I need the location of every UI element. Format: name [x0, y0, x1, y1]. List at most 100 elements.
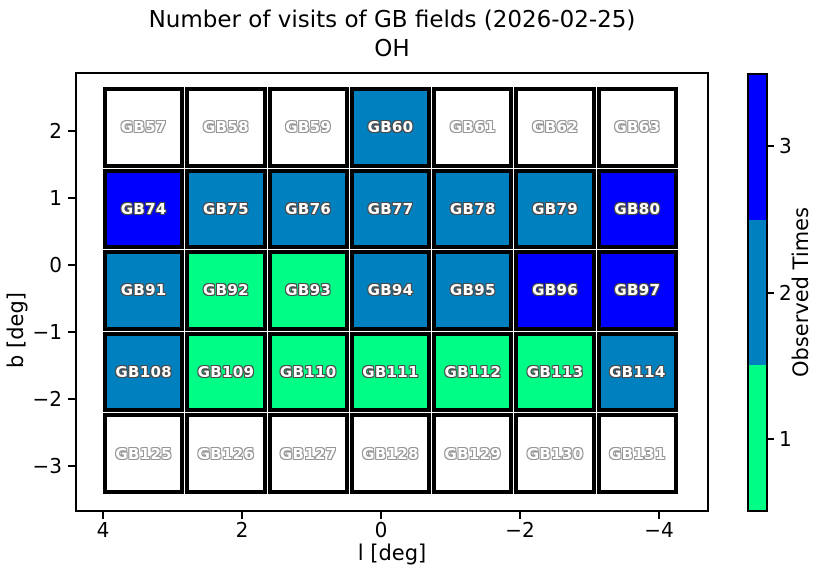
x-axis-tick-label: −4: [644, 518, 674, 542]
grid-cell-GB131: GB131: [596, 413, 678, 494]
grid-cell-GB76: GB76: [267, 168, 349, 250]
grid-cell-GB91: GB91: [103, 250, 185, 331]
grid-cell-label: GB126: [197, 444, 255, 463]
x-axis-tick-label: −2: [505, 518, 535, 542]
colorbar-segment-1: [749, 365, 766, 510]
grid-cell-GB78: GB78: [432, 168, 514, 250]
colorbar-tick-label: 1: [779, 426, 792, 451]
x-axis-tick-label: 0: [374, 518, 388, 542]
grid-cell-label: GB58: [203, 118, 249, 137]
grid-cell-label: GB114: [609, 363, 666, 382]
x-axis-tick-label: 2: [235, 518, 249, 542]
grid-cell-label: GB96: [532, 281, 578, 300]
grid-cell-label: GB113: [526, 363, 584, 382]
colorbar-tick-label: 3: [779, 134, 792, 159]
grid-cell-GB97: GB97: [596, 250, 678, 331]
grid-cell-GB108: GB108: [103, 331, 185, 413]
grid-cell-GB129: GB129: [432, 413, 514, 494]
grid-cell-label: GB127: [279, 444, 337, 463]
grid-cell-label: GB79: [532, 199, 578, 218]
x-axis-tick: [519, 512, 521, 519]
grid-cell-label: GB109: [197, 363, 255, 382]
grid-cell-label: GB130: [526, 444, 584, 463]
y-axis-tick-label: 1: [49, 186, 62, 210]
y-axis-tick: [68, 465, 75, 467]
colorbar-tick: [768, 145, 774, 148]
grid-cell-label: GB76: [285, 199, 332, 218]
x-axis-tick: [241, 512, 243, 519]
y-axis-tick-label: 0: [49, 253, 62, 277]
x-axis-tick: [102, 512, 104, 519]
grid-cell-label: GB94: [367, 281, 414, 300]
y-axis-tick-label: −2: [32, 387, 62, 411]
grid-cell-label: GB57: [120, 118, 167, 137]
colorbar-tick: [768, 437, 774, 440]
chart-title: Number of visits of GB fields (2026-02-2…: [75, 6, 709, 64]
grid-cell-label: GB75: [203, 199, 249, 218]
grid-cell-GB113: GB113: [514, 331, 596, 413]
grid-cell-GB128: GB128: [349, 413, 432, 494]
grid-cell-label: GB97: [614, 281, 661, 300]
y-axis-tick: [68, 398, 75, 400]
grid-cell-GB112: GB112: [432, 331, 514, 413]
grid-cell-GB92: GB92: [185, 250, 267, 331]
grid-cell-GB125: GB125: [103, 413, 185, 494]
grid-cell-label: GB93: [285, 281, 332, 300]
x-axis-tick-label: 4: [96, 518, 110, 542]
grid-cell-GB62: GB62: [514, 87, 596, 168]
x-axis-tick: [658, 512, 660, 519]
grid-cell-GB95: GB95: [432, 250, 514, 331]
grid-cell-label: GB91: [120, 281, 167, 300]
y-axis-tick: [68, 264, 75, 266]
x-axis-tick: [380, 512, 382, 519]
grid-cell-GB80: GB80: [596, 168, 678, 250]
grid-cell-label: GB125: [115, 444, 172, 463]
y-axis-tick: [68, 197, 75, 199]
grid-cell-GB63: GB63: [596, 87, 678, 168]
grid-cell-GB61: GB61: [432, 87, 514, 168]
grid-cell-label: GB128: [362, 444, 419, 463]
grid-cell-GB111: GB111: [349, 331, 432, 413]
grid-cell-label: GB111: [362, 363, 419, 382]
grid-cell-label: GB62: [532, 118, 578, 137]
y-axis-label-text: b [deg]: [4, 291, 28, 368]
grid-cell-GB114: GB114: [596, 331, 678, 413]
grid-cell-label: GB60: [367, 118, 414, 137]
grid-cell-GB126: GB126: [185, 413, 267, 494]
colorbar-tick-label: 2: [779, 280, 792, 305]
colorbar-label-text: Observed Times: [789, 206, 813, 378]
grid-cell-GB93: GB93: [267, 250, 349, 331]
y-axis-tick-label: −3: [32, 454, 62, 478]
grid-cell-label: GB77: [367, 199, 414, 218]
grid-cell-GB75: GB75: [185, 168, 267, 250]
colorbar-tick: [768, 291, 774, 294]
grid-cell-label: GB131: [609, 444, 666, 463]
grid-cell-GB60: GB60: [349, 87, 432, 168]
grid-cell-label: GB108: [115, 363, 172, 382]
grid-cell-label: GB59: [285, 118, 332, 137]
grid-cell-label: GB74: [120, 199, 167, 218]
grid-cell-GB96: GB96: [514, 250, 596, 331]
grid-cell-label: GB78: [449, 199, 496, 218]
colorbar-segment-2: [749, 220, 766, 365]
grid-cell-GB130: GB130: [514, 413, 596, 494]
x-axis-label: l [deg]: [357, 541, 427, 565]
grid-cell-GB110: GB110: [267, 331, 349, 413]
y-axis-tick-label: −1: [32, 320, 62, 344]
grid-cell-label: GB92: [203, 281, 249, 300]
colorbar: [747, 73, 768, 512]
grid-cell-GB57: GB57: [103, 87, 185, 168]
grid-cell-GB77: GB77: [349, 168, 432, 250]
grid-cell-label: GB110: [279, 363, 337, 382]
y-axis-tick: [68, 331, 75, 333]
grid-cell-label: GB112: [444, 363, 502, 382]
grid-cell-label: GB61: [449, 118, 496, 137]
chart-title-line1: Number of visits of GB fields (2026-02-2…: [148, 7, 636, 33]
chart-title-line2: OH: [374, 36, 410, 62]
grid-cell-label: GB80: [614, 199, 661, 218]
grid-cell-label: GB129: [444, 444, 502, 463]
grid-cell-GB74: GB74: [103, 168, 185, 250]
grid-cell-GB94: GB94: [349, 250, 432, 331]
grid-cell-GB79: GB79: [514, 168, 596, 250]
